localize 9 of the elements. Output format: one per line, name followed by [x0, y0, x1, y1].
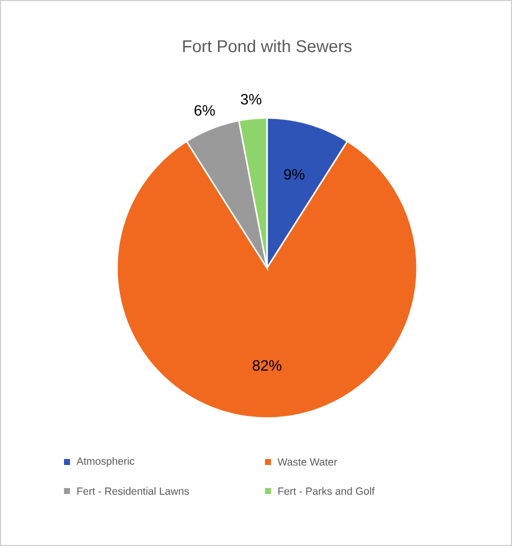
- chart-title: Fort Pond with Sewers: [183, 40, 352, 52]
- legend-label: Waste Water: [278, 458, 338, 466]
- legend-label: Atmospheric: [76, 457, 134, 467]
- data-label: 3%: [240, 94, 262, 105]
- legend-label: Fert - Parks and Golf: [278, 487, 375, 495]
- data-label: 6%: [194, 105, 215, 116]
- legend-label: Fert - Residential Lawns: [77, 487, 189, 495]
- data-label: 82%: [252, 360, 282, 371]
- data-label: 9%: [284, 169, 304, 180]
